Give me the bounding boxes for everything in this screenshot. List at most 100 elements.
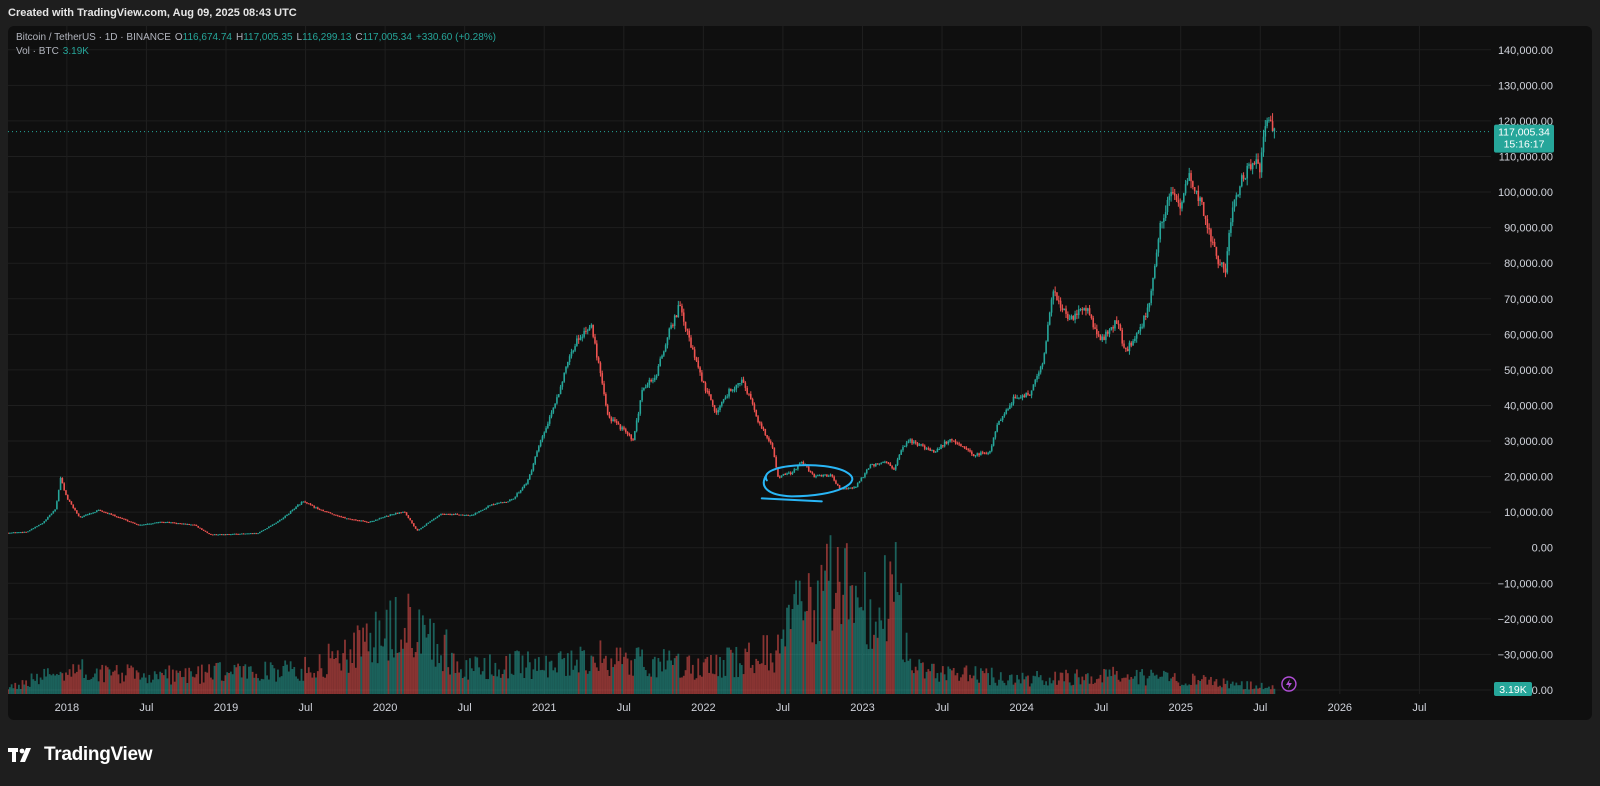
legend-h-label: H bbox=[235, 32, 244, 43]
volume-bar bbox=[142, 673, 145, 694]
volume-bar bbox=[739, 663, 741, 694]
volume-bar bbox=[911, 670, 913, 694]
tradingview-brand[interactable]: TradingView bbox=[8, 744, 153, 766]
candle-body bbox=[813, 473, 816, 478]
volume-bar bbox=[10, 684, 13, 694]
volume-bar bbox=[932, 663, 935, 694]
chart-svg[interactable]: 140,000.00130,000.00120,000.00110,000.00… bbox=[8, 26, 1592, 720]
volume-bar bbox=[427, 634, 430, 694]
candle-body bbox=[1123, 343, 1125, 348]
volume-bar bbox=[434, 666, 437, 694]
volume-bar bbox=[128, 668, 131, 694]
candle-body bbox=[568, 356, 571, 363]
candle-body bbox=[708, 391, 710, 395]
lightning-icon bbox=[1281, 676, 1297, 692]
legend-vol-label[interactable]: Vol · BTC bbox=[16, 46, 59, 57]
volume-bar bbox=[74, 673, 76, 694]
candle-body bbox=[429, 521, 431, 523]
volume-bar bbox=[898, 595, 901, 694]
candle-body bbox=[784, 474, 787, 476]
candle-body bbox=[398, 512, 401, 514]
volume-bar bbox=[1215, 679, 1218, 694]
candle-body bbox=[831, 474, 834, 477]
candle-body bbox=[1106, 331, 1109, 334]
volume-bar bbox=[66, 674, 69, 694]
volume-bar bbox=[586, 673, 589, 694]
y-tick-label: 90,000.00 bbox=[1504, 223, 1553, 235]
volume-bar bbox=[275, 681, 278, 694]
volume-bar bbox=[1115, 670, 1118, 694]
candle-body bbox=[86, 514, 89, 516]
volume-bar bbox=[222, 680, 225, 694]
volume-bar bbox=[557, 652, 560, 694]
volume-bar bbox=[970, 678, 973, 694]
candle-body bbox=[956, 442, 959, 444]
chart-pane[interactable]: 140,000.00 130,000.00 120,000.00 110,000.00… bbox=[8, 26, 1592, 720]
volume-bar bbox=[454, 673, 457, 694]
volume-bar bbox=[340, 670, 343, 694]
volume-bar bbox=[1074, 673, 1076, 694]
candle-body bbox=[235, 533, 238, 535]
candle-body bbox=[157, 522, 160, 524]
volume-bar bbox=[391, 649, 393, 694]
candle-body bbox=[112, 514, 114, 516]
candle-body bbox=[902, 446, 904, 451]
volume-bar bbox=[854, 585, 857, 694]
volume-bar bbox=[1228, 688, 1230, 694]
candle-body bbox=[847, 487, 850, 489]
volume-bar bbox=[52, 673, 55, 694]
volume-bar bbox=[853, 622, 855, 694]
volume-bar bbox=[1157, 678, 1160, 694]
legend-h-value: 117,005.35 bbox=[243, 32, 293, 43]
volume-bar bbox=[1224, 683, 1227, 694]
candle-body bbox=[204, 530, 207, 532]
volume-bar bbox=[168, 665, 171, 694]
candle-body bbox=[596, 343, 598, 358]
candle-body bbox=[557, 394, 560, 398]
candle-body bbox=[1117, 323, 1120, 325]
volume-bar bbox=[440, 655, 442, 694]
candle-body bbox=[1224, 268, 1227, 273]
candle-body bbox=[659, 358, 662, 367]
candle-body bbox=[838, 485, 841, 489]
volume-bar bbox=[483, 657, 486, 694]
volume-bar bbox=[119, 683, 122, 694]
legend-symbol[interactable]: Bitcoin / TetherUS · 1D · BINANCE bbox=[16, 32, 171, 43]
volume-bar bbox=[748, 642, 750, 694]
candle-body bbox=[1009, 405, 1011, 410]
legend-c-label: C bbox=[355, 32, 363, 43]
candle-body bbox=[871, 464, 873, 466]
volume-bar bbox=[195, 674, 198, 694]
volume-bar bbox=[1126, 674, 1129, 694]
candle-body bbox=[688, 330, 690, 338]
volume-bar bbox=[1128, 679, 1131, 694]
candle-body bbox=[166, 521, 169, 523]
candle-body bbox=[623, 427, 625, 430]
candle-body bbox=[268, 526, 270, 529]
volume-bar bbox=[512, 674, 515, 694]
volume-bar bbox=[525, 667, 528, 694]
candle-body bbox=[565, 366, 567, 373]
volume-bar bbox=[956, 672, 959, 694]
candle-body bbox=[432, 518, 435, 521]
volume-bar bbox=[37, 684, 40, 694]
candle-body bbox=[827, 475, 830, 477]
volume-bar bbox=[351, 663, 354, 694]
candle-body bbox=[1034, 379, 1037, 385]
candle-body bbox=[1108, 329, 1111, 334]
candle-body bbox=[961, 446, 964, 448]
volume-bar bbox=[536, 670, 538, 694]
volume-bar bbox=[1240, 681, 1243, 694]
volume-bar bbox=[344, 639, 346, 694]
volume-bar bbox=[1014, 682, 1017, 694]
volume-bar bbox=[1143, 675, 1145, 694]
candle-body bbox=[737, 383, 739, 385]
y-tick-label: −20,000.00 bbox=[1498, 614, 1553, 626]
volume-bar bbox=[979, 668, 982, 694]
candle-body bbox=[791, 472, 794, 475]
candle-body bbox=[12, 532, 15, 534]
candle-body bbox=[1141, 326, 1143, 328]
candle-body bbox=[83, 515, 85, 517]
candle-body bbox=[1168, 196, 1171, 201]
candle-body bbox=[43, 521, 46, 524]
